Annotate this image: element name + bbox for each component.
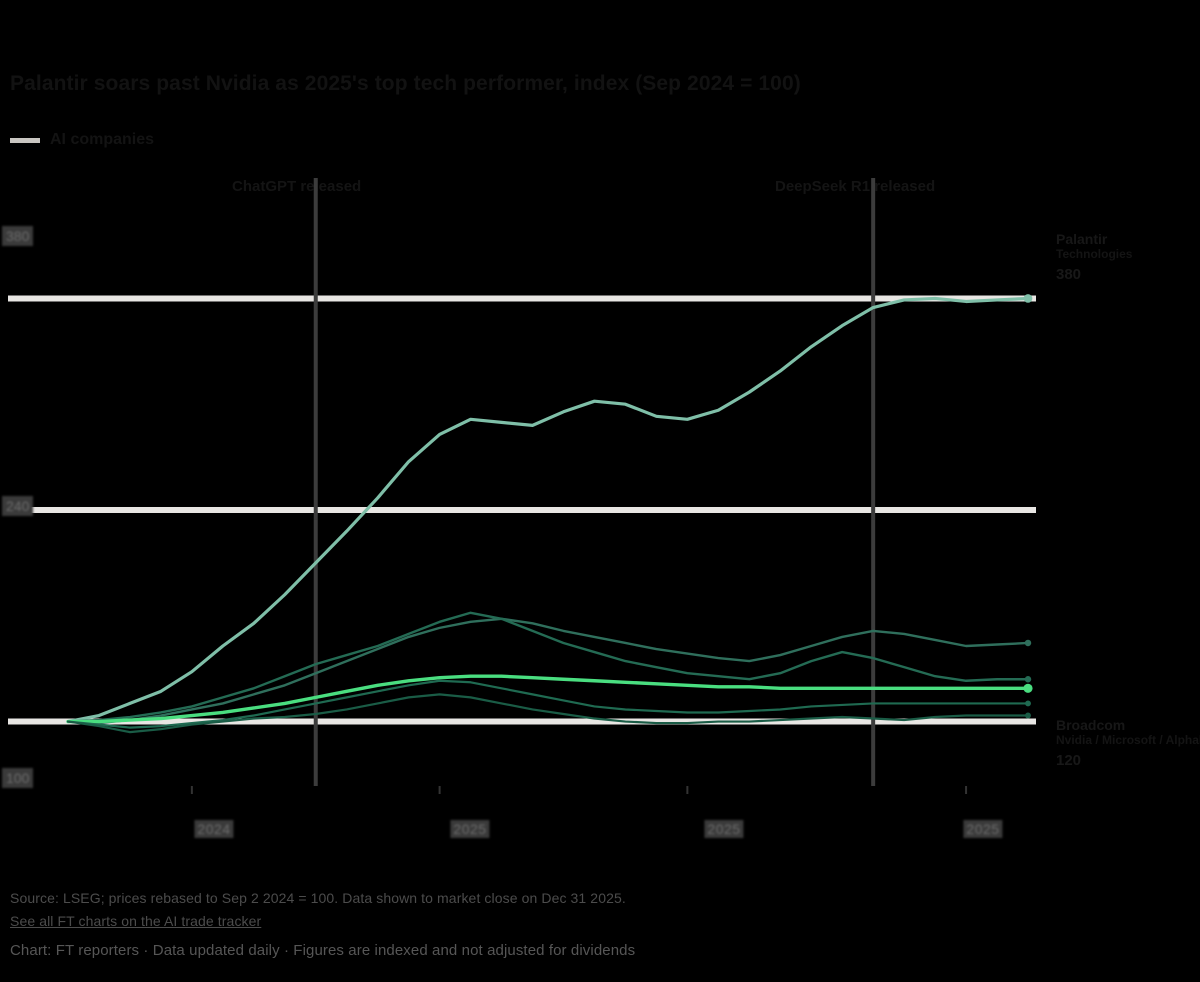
- footer-link[interactable]: See all FT charts on the AI trade tracke…: [10, 913, 262, 929]
- series-label-palantir-value: 380: [1056, 266, 1082, 284]
- y-tick-380: 380: [2, 226, 34, 246]
- annotation-chatgpt: ChatGPT released: [232, 178, 362, 195]
- series-line-nvidia: [66, 611, 1030, 723]
- series-endpoint-microsoft: [1023, 683, 1033, 693]
- y-tick-240: 240: [2, 496, 34, 516]
- x-tick-3: 2025: [963, 820, 1003, 838]
- series-label-cluster: Broadcom Nvidia / Microsoft / Alphabet 1…: [1056, 717, 1200, 770]
- series-label-palantir-name: Palantir: [1056, 231, 1108, 247]
- series-line-palantir-technologies: [66, 296, 1030, 724]
- series-endpoint-nvidia: [1024, 676, 1032, 683]
- series-endpoint-amazon: [1025, 712, 1031, 719]
- series-label-cluster-sub: Nvidia / Microsoft / Alphabet: [1056, 732, 1200, 747]
- y-tick-100: 100: [2, 768, 34, 788]
- x-tick-0: 2024: [194, 820, 234, 838]
- series-line-alphabet: [66, 679, 1030, 729]
- series-endpoint-alphabet: [1025, 700, 1031, 707]
- page-title: Palantir soars past Nvidia as 2025's top…: [10, 72, 801, 95]
- series-label-palantir: Palantir Technologies 380: [1056, 231, 1133, 284]
- legend-swatch-icon: [10, 137, 40, 143]
- series-line-broadcom: [66, 617, 1030, 725]
- series-line-microsoft: [66, 674, 1030, 724]
- series-line-amazon: [66, 693, 1030, 734]
- series-endpoint-palantir-technologies: [1023, 294, 1033, 303]
- series-label-cluster-value: 120: [1056, 752, 1082, 770]
- series-endpoint-broadcom: [1024, 639, 1032, 647]
- x-tick-2: 2025: [704, 820, 744, 838]
- footer-source: Source: LSEG; prices rebased to Sep 2 20…: [10, 890, 626, 906]
- annotation-deepseek: DeepSeek R1 released: [775, 178, 936, 195]
- series-label-cluster-name: Broadcom: [1056, 717, 1126, 733]
- chart-legend: AI companies: [10, 129, 154, 151]
- series-label-palantir-sub: Technologies: [1056, 246, 1133, 261]
- footer-note: Chart: FT reporters · Data updated daily…: [10, 942, 636, 959]
- chart-svg: [8, 178, 1036, 794]
- x-tick-1: 2025: [450, 820, 490, 838]
- chart-plot-area: [0, 170, 1200, 830]
- legend-label: AI companies: [50, 131, 155, 148]
